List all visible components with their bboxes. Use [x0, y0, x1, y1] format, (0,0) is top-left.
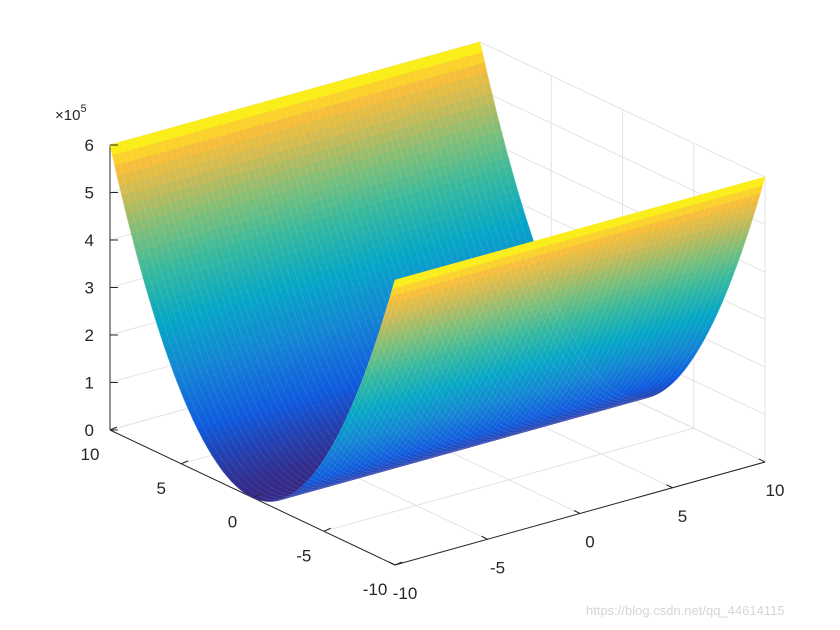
z-exponent-base: ×10 — [55, 107, 80, 124]
surface-mesh-line — [208, 117, 494, 475]
y-tick-label: 0 — [228, 513, 237, 532]
z-exponent-power: 5 — [80, 103, 86, 115]
surface-mesh-line — [350, 78, 636, 435]
surface-mesh-line — [115, 143, 402, 500]
surface-mesh-line — [337, 81, 624, 439]
surface-mesh-line — [152, 132, 439, 490]
surface-mesh-line — [270, 100, 556, 458]
x-tick-mark — [388, 561, 396, 566]
surface-mesh-line — [196, 120, 482, 478]
surface-mesh-line — [159, 131, 445, 488]
z-axis-ticks: 0 1 2 3 4 5 6 — [85, 136, 118, 440]
z-tick-label: 4 — [85, 231, 94, 250]
surface-patch — [392, 176, 766, 289]
y-axis-ticks: -10 -5 0 5 10 — [81, 426, 403, 599]
surface-mesh-line — [381, 69, 667, 427]
surface-mesh-line — [331, 83, 618, 440]
x-tick-mark — [481, 535, 488, 540]
y-tick-label: -10 — [363, 580, 388, 599]
z-tick-label: 2 — [85, 326, 94, 345]
surface-mesh-line — [263, 102, 550, 459]
surface-mesh-line — [356, 76, 642, 434]
surface-mesh-line — [300, 91, 587, 449]
x-tick-mark — [666, 484, 673, 489]
surface-mesh-line — [325, 84, 612, 442]
x-tick-label: 10 — [766, 481, 785, 500]
surface-mesh-line — [189, 122, 476, 480]
x-axis-ticks: -10 -5 0 5 10 — [388, 458, 785, 603]
surface-mesh-line — [282, 96, 568, 454]
surface-mesh-line — [313, 88, 599, 446]
surface-mesh-line — [467, 45, 753, 403]
surface-mesh-line — [251, 105, 538, 463]
surface-mesh-line — [455, 48, 741, 406]
z-tick-label: 0 — [85, 421, 94, 440]
y-tick-label: 10 — [81, 445, 100, 464]
z-tick-label: 1 — [85, 374, 94, 393]
surface-mesh-line — [393, 65, 679, 423]
z-tick-label: 6 — [85, 136, 94, 155]
surface-mesh-line — [122, 141, 408, 499]
x-tick-label: 5 — [678, 507, 687, 526]
surface-mesh-line — [245, 107, 531, 464]
surface-mesh-line — [288, 95, 575, 452]
surface-mesh-line — [233, 110, 519, 468]
y-tick-mark — [323, 527, 331, 532]
y-tick-label: -5 — [296, 546, 311, 565]
y-tick-mark — [394, 561, 403, 566]
surface-mesh-line — [165, 129, 451, 487]
surface-mesh-line — [424, 57, 710, 415]
surface-mesh-line — [362, 74, 649, 432]
z-tick-label: 3 — [85, 279, 94, 298]
surface-mesh-line — [411, 60, 698, 418]
surface-mesh-line — [128, 139, 414, 497]
watermark: https://blog.csdn.net/qq_44614115 — [586, 603, 785, 618]
y-tick-mark — [252, 494, 260, 498]
surface-mesh-line — [387, 67, 673, 425]
surface-mesh-line — [374, 71, 661, 428]
x-tick-label: -10 — [393, 584, 418, 603]
surface-mesh-line — [368, 72, 655, 430]
x-tick-mark — [573, 510, 581, 514]
y-tick-mark — [109, 426, 118, 431]
surface-mesh-line — [257, 103, 544, 461]
surface-mesh-line — [134, 138, 420, 495]
y-tick-label: 5 — [157, 479, 166, 498]
surface-mesh-line — [239, 108, 525, 466]
x-tick-label: 0 — [585, 533, 594, 552]
x-tick-mark — [758, 458, 766, 463]
surface-mesh-line — [479, 41, 766, 399]
surface-mesh-line — [442, 52, 729, 409]
surface-mesh-line — [171, 127, 457, 485]
surface-mesh-line — [473, 43, 760, 401]
surface-mesh-line — [276, 98, 562, 456]
surface-mesh-line — [418, 59, 704, 416]
surface-mesh-line — [177, 126, 464, 483]
surface-mesh-line — [344, 79, 630, 437]
surface-mesh-line — [399, 64, 686, 422]
surface-mesh-line — [146, 134, 433, 492]
surface-mesh-line — [307, 90, 593, 447]
surface-mesh-line — [202, 119, 488, 476]
surface-mesh-line — [140, 136, 427, 494]
surface-mesh-line — [319, 86, 605, 444]
surface-mesh-line — [405, 62, 692, 420]
y-tick-mark — [181, 460, 189, 465]
surface-mesh-line — [436, 53, 723, 411]
surface-mesh-line — [294, 93, 581, 451]
surface-mesh-line — [214, 115, 501, 473]
x-tick-label: -5 — [490, 558, 505, 577]
surface-mesh-line — [226, 112, 513, 470]
surface-mesh — [109, 41, 766, 502]
surface-mesh-line — [220, 114, 507, 471]
grid-line-y-floor — [323, 427, 694, 532]
surface-mesh-line — [183, 124, 470, 482]
surface-mesh-line — [448, 50, 735, 408]
z-axis-exponent-label: ×105 — [55, 103, 87, 124]
z-tick-label: 5 — [85, 184, 94, 203]
surface-mesh-line — [430, 55, 716, 413]
surface-mesh-line — [461, 47, 747, 404]
